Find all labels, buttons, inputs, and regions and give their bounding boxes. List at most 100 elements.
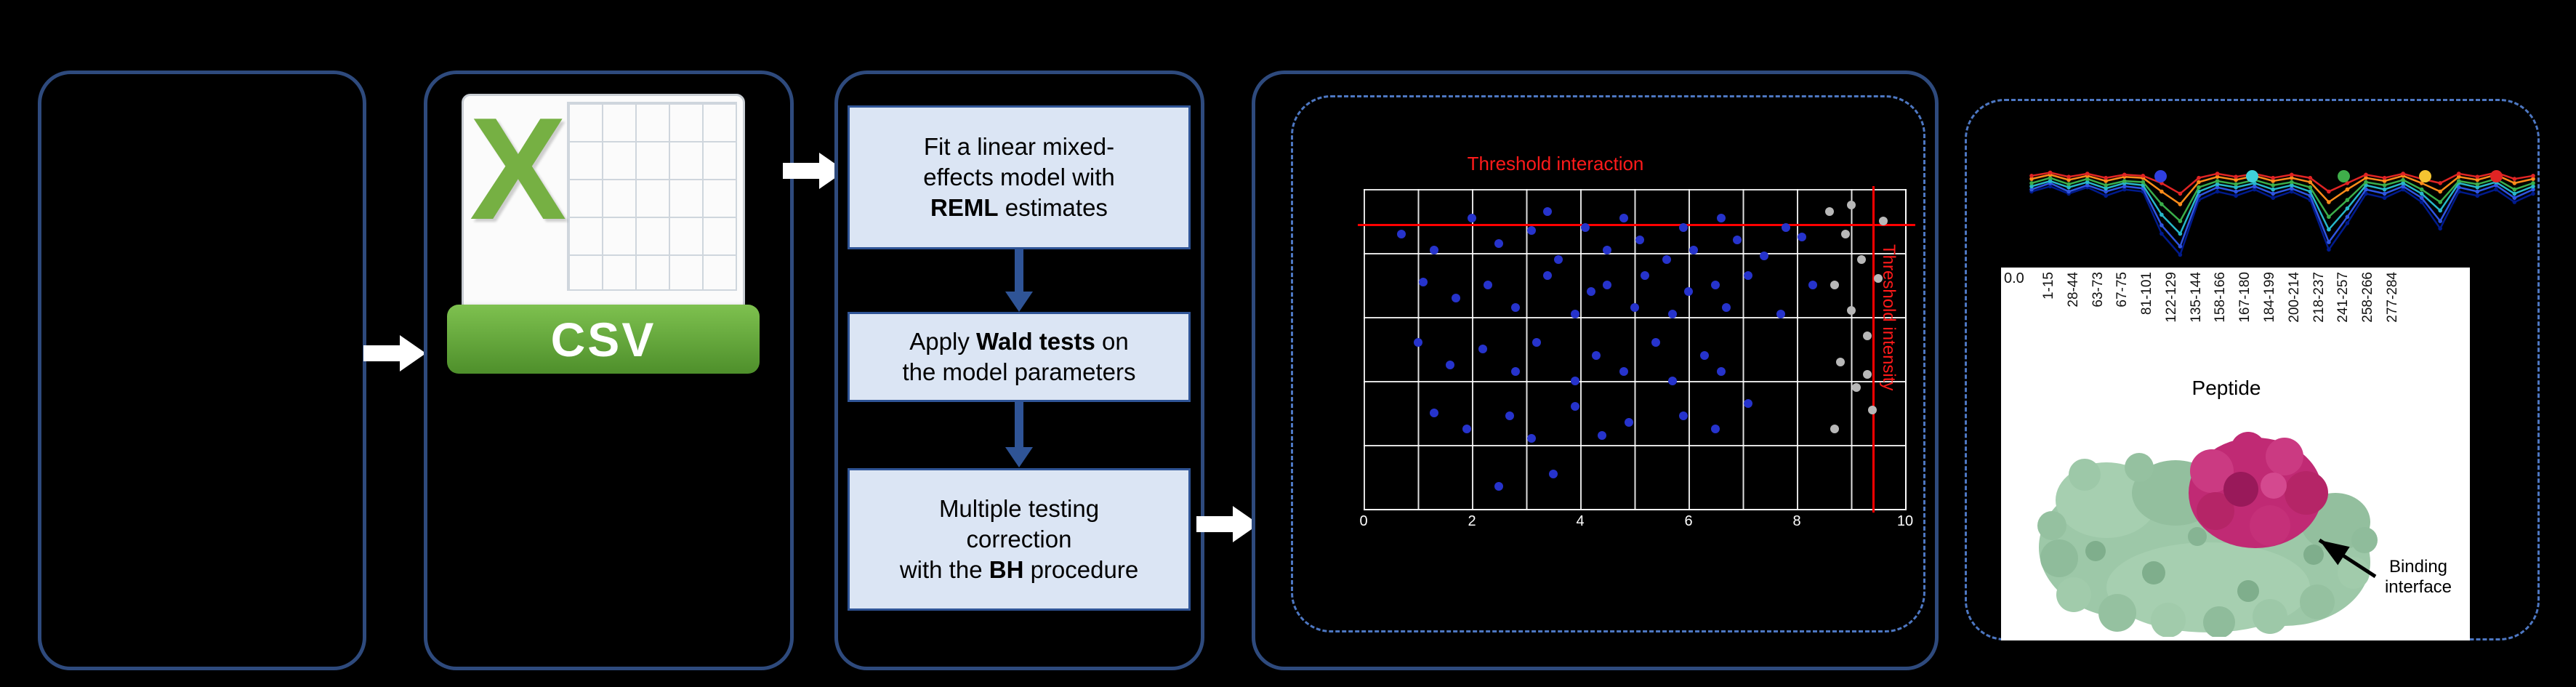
scatter-point bbox=[1570, 377, 1579, 385]
profile-marker bbox=[2160, 223, 2164, 228]
scatter-point bbox=[1841, 229, 1851, 238]
flow-step-wald-text: Apply Wald tests on the model parameters bbox=[895, 324, 1143, 390]
x-tick-label: 4 bbox=[1576, 513, 1585, 529]
arrow-shaft bbox=[783, 163, 819, 179]
profile-marker bbox=[2085, 183, 2090, 188]
arrow-shaft bbox=[1015, 402, 1023, 447]
arrow-head-icon bbox=[1005, 447, 1033, 467]
scatter-point bbox=[1846, 306, 1856, 316]
profile-marker bbox=[2066, 177, 2071, 182]
peptide-tick-label: 28-44 bbox=[2065, 272, 2081, 308]
scatter-point bbox=[1824, 206, 1834, 216]
legend-dot bbox=[2246, 170, 2258, 182]
scatter-point bbox=[1429, 409, 1438, 417]
scatter-point bbox=[1603, 245, 1612, 254]
profile-marker bbox=[2327, 214, 2331, 220]
peptide-tick-label: 218-237 bbox=[2311, 272, 2327, 323]
scatter-point bbox=[1684, 286, 1693, 296]
profile-marker bbox=[2160, 212, 2164, 217]
profile-marker bbox=[2419, 191, 2424, 196]
legend-dot bbox=[2154, 170, 2167, 182]
profile-marker bbox=[2271, 187, 2275, 192]
arrow-reml-to-wald bbox=[1005, 249, 1033, 312]
peptide-tick-label: 122-129 bbox=[2163, 272, 2179, 323]
scatter-point bbox=[1619, 213, 1628, 222]
profile-marker bbox=[2494, 183, 2498, 188]
scatter-point bbox=[1716, 366, 1726, 376]
flow-step-reml-text: Fit a linear mixed- effects model with R… bbox=[916, 129, 1122, 227]
profile-marker bbox=[2066, 189, 2071, 194]
profile-marker bbox=[2215, 182, 2220, 187]
profile-marker bbox=[2382, 196, 2387, 200]
profile-marker bbox=[2290, 186, 2294, 190]
profile-marker bbox=[2438, 189, 2442, 194]
scatter-point bbox=[1429, 245, 1438, 254]
profile-marker bbox=[2290, 189, 2294, 194]
profile-marker bbox=[2122, 179, 2127, 183]
profile-marker bbox=[2271, 179, 2275, 183]
arrow-shaft bbox=[1015, 249, 1023, 292]
profile-marker bbox=[2364, 191, 2368, 196]
excel-x-logo-icon: X bbox=[470, 88, 567, 250]
scatter-point bbox=[1526, 434, 1536, 443]
profile-marker bbox=[2085, 172, 2090, 176]
profile-marker bbox=[2178, 191, 2183, 196]
profile-marker bbox=[2104, 175, 2108, 180]
profile-marker bbox=[2197, 175, 2201, 180]
scatter-point bbox=[1554, 254, 1563, 264]
flow-text-post: on the model parameters bbox=[902, 327, 1136, 385]
peptide-tick-label: 258-266 bbox=[2360, 272, 2376, 323]
scatter-point bbox=[1776, 309, 1785, 318]
profile-marker bbox=[2252, 184, 2257, 189]
flow-text-bold: REML bbox=[930, 194, 999, 222]
peptide-axis-panel: 0.0 1-15 28-44 63-73 67-75 81-101 122-129 135-… bbox=[2001, 268, 2470, 640]
profile-marker bbox=[2475, 189, 2480, 194]
scatter-point bbox=[1619, 366, 1628, 376]
profile-marker bbox=[2271, 191, 2275, 196]
profile-marker bbox=[2048, 179, 2053, 183]
profile-marker bbox=[2029, 181, 2034, 185]
flow-text-pre: Multiple testing correction with the bbox=[899, 494, 1100, 584]
scatter-point bbox=[1635, 236, 1644, 245]
scatter-point bbox=[1760, 252, 1769, 261]
profile-marker bbox=[2234, 177, 2238, 182]
threshold-intensity-label: Threshold intensity bbox=[1879, 244, 1899, 391]
profile-marker bbox=[2438, 219, 2442, 223]
profile-marker bbox=[2401, 187, 2405, 192]
profile-marker bbox=[2066, 185, 2071, 190]
scatter-point bbox=[1625, 418, 1634, 427]
profile-marker bbox=[2029, 184, 2034, 189]
scatter-point bbox=[1835, 357, 1845, 366]
scatter-point bbox=[1733, 236, 1742, 245]
scatter-point bbox=[1862, 332, 1872, 341]
flow-text-post: procedure bbox=[1023, 556, 1139, 584]
scatter-point bbox=[1462, 425, 1471, 433]
scatter-point bbox=[1570, 402, 1579, 411]
profile-marker bbox=[2419, 187, 2424, 192]
profile-marker bbox=[2438, 226, 2442, 231]
scatter-point bbox=[1413, 338, 1422, 347]
scatter-point bbox=[1667, 377, 1677, 385]
profile-marker bbox=[2401, 184, 2405, 189]
peptide-tick-label: 63-73 bbox=[2090, 272, 2106, 308]
profile-marker bbox=[2197, 185, 2201, 190]
profile-marker bbox=[2345, 214, 2350, 220]
scatter-point bbox=[1798, 233, 1807, 241]
scatter-point bbox=[1700, 350, 1710, 360]
profile-marker bbox=[2122, 184, 2127, 189]
profile-marker bbox=[2364, 172, 2368, 177]
arrow-shaft bbox=[363, 345, 400, 361]
scatter-point bbox=[1418, 277, 1428, 286]
profile-marker bbox=[2308, 180, 2313, 185]
scatter-point bbox=[1446, 361, 1455, 369]
profile-marker bbox=[2475, 174, 2480, 179]
scatter-point bbox=[1543, 206, 1553, 216]
arrow-input-to-csv-icon bbox=[363, 335, 426, 371]
scatter-point bbox=[1830, 425, 1840, 433]
profile-marker bbox=[2419, 200, 2424, 204]
profile-marker bbox=[2104, 179, 2108, 183]
binding-interface-label: Binding interface bbox=[2384, 557, 2452, 597]
profile-marker bbox=[2271, 183, 2275, 188]
arrow-shaft bbox=[1196, 516, 1233, 532]
scatter-point bbox=[1808, 281, 1818, 289]
